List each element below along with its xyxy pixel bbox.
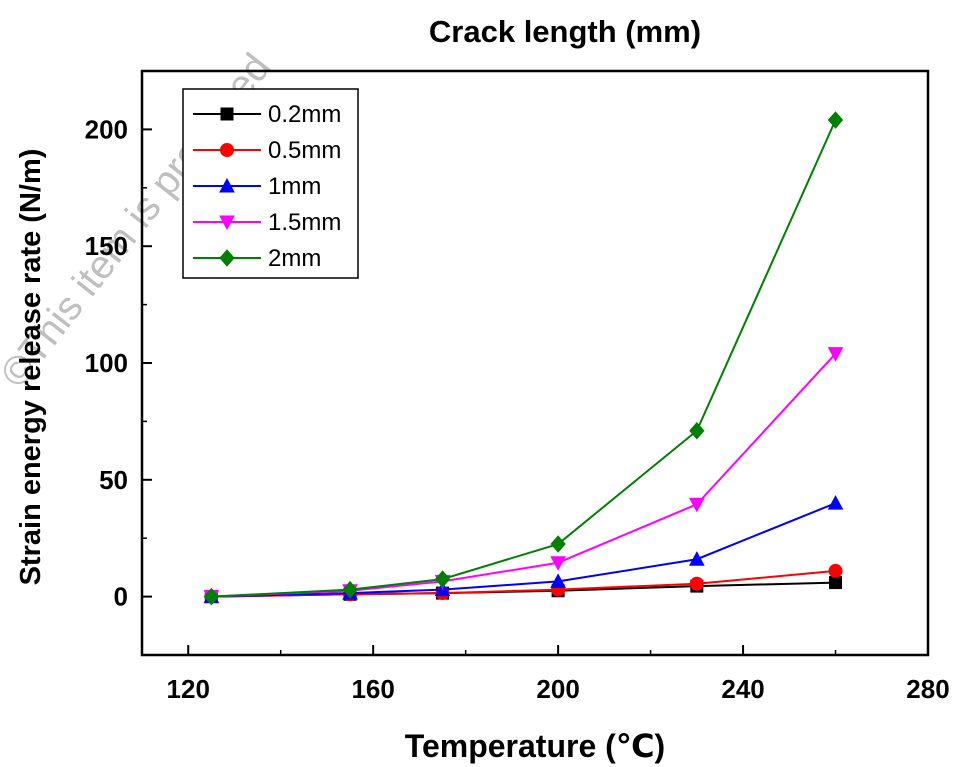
y-tick-label: 0 (114, 582, 128, 612)
series-line (211, 119, 837, 598)
data-point-marker (220, 143, 234, 157)
legend-item: 1mm (193, 173, 321, 200)
x-tick-label: 280 (906, 674, 949, 704)
chart-title: Crack length (mm) (429, 14, 701, 49)
data-point-marker (342, 580, 358, 599)
data-point-marker (829, 576, 843, 590)
legend-label: 0.5mm (268, 137, 341, 164)
data-point-marker (203, 587, 220, 606)
data-point-marker (689, 576, 704, 591)
series-2mm (203, 111, 844, 606)
series-1mm (203, 495, 844, 604)
x-tick-label: 160 (351, 674, 394, 704)
data-point-marker (220, 107, 234, 121)
series-0.2mm (204, 576, 843, 604)
x-axis-label: Temperature (℃) (405, 728, 665, 764)
legend-item: 1.5mm (193, 209, 341, 236)
data-point-marker (689, 421, 705, 440)
legend-label: 0.2mm (268, 101, 341, 128)
y-tick-label: 100 (85, 348, 128, 378)
data-point-marker (219, 177, 235, 193)
data-point-marker (688, 551, 705, 566)
x-tick-label: 240 (721, 674, 764, 704)
data-point-marker (434, 570, 451, 588)
legend-item: 2mm (193, 245, 321, 272)
legend-item: 0.5mm (193, 137, 341, 164)
series-layer (203, 111, 844, 606)
series-line (211, 502, 836, 598)
legend-box (182, 88, 359, 279)
data-point-marker (219, 249, 235, 267)
series-1.5mm (203, 347, 844, 605)
y-tick-label: 200 (85, 114, 128, 144)
series-line (211, 352, 837, 598)
legend: 0.2mm 0.5mm 1mm 1.5mm 2mm (182, 88, 359, 279)
y-axis-label: Strain energy release rate (N/m) (15, 149, 47, 586)
data-point-marker (550, 535, 566, 553)
y-tick-label: 50 (99, 465, 128, 495)
data-point-marker (688, 497, 705, 513)
data-point-marker (827, 347, 844, 362)
data-point-marker (827, 495, 844, 510)
legend-label: 1.5mm (268, 209, 341, 236)
data-point-marker (550, 573, 566, 588)
y-tick-label: 150 (85, 231, 128, 261)
legend-label: 1mm (268, 173, 321, 200)
data-point-marker (828, 563, 843, 578)
legend-item: 0.2mm (193, 101, 341, 128)
legend-label: 2mm (268, 245, 321, 272)
x-tick-label: 120 (167, 674, 210, 704)
axis-ticks: 120 160 200 240 280 0 50 100 150 200 (85, 114, 950, 704)
data-point-marker (550, 556, 566, 571)
data-point-marker (827, 111, 844, 129)
data-point-marker (219, 215, 235, 231)
x-tick-label: 200 (536, 674, 579, 704)
